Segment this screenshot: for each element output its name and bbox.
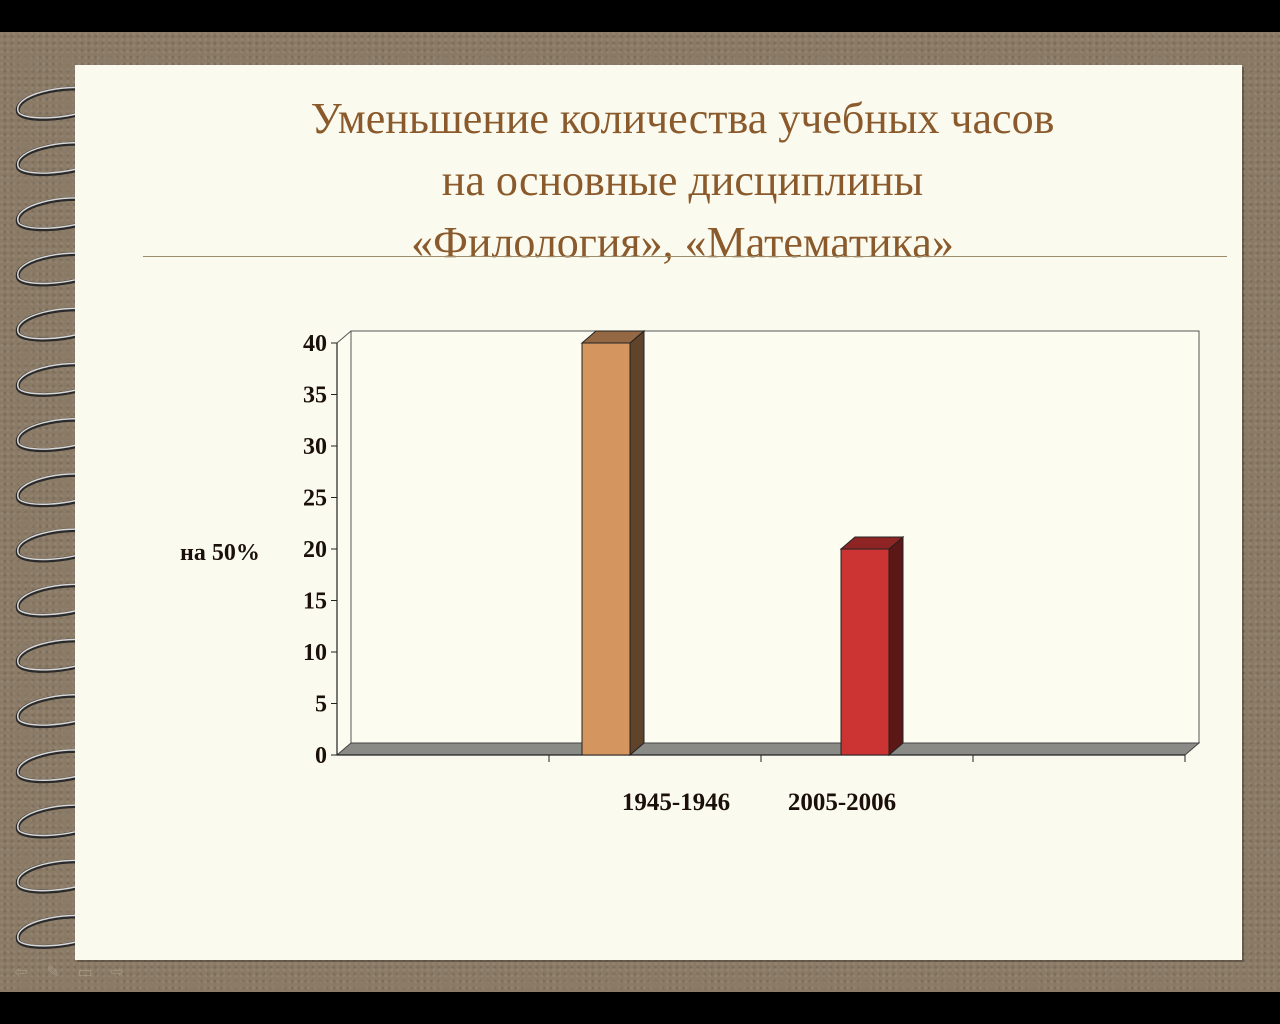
bar-2005-2006 xyxy=(839,535,905,757)
plot-area xyxy=(336,330,1200,755)
chart-floor xyxy=(335,742,1201,756)
bar-1945-1946 xyxy=(580,329,646,757)
y-tick-label: 20 xyxy=(303,537,327,563)
y-tick-label: 10 xyxy=(303,640,327,666)
y-tick-label: 30 xyxy=(303,434,327,460)
category-label: 2005-2006 xyxy=(788,789,896,816)
category-label: 1945-1946 xyxy=(622,789,730,816)
category-labels: 1945-1946 2005-2006 xyxy=(622,789,896,816)
y-tick-label: 5 xyxy=(315,692,327,718)
title-divider xyxy=(143,256,1227,257)
y-tick-label: 40 xyxy=(303,331,327,357)
y-tick-label: 25 xyxy=(303,486,327,512)
slide-title: Уменьшение количества учебных часов на о… xyxy=(140,88,1225,274)
title-line-1: Уменьшение количества учебных часов xyxy=(310,94,1055,143)
bars xyxy=(580,329,905,757)
y-tick-label: 15 xyxy=(303,589,327,615)
x-axis xyxy=(337,754,1186,762)
prev-arrow-icon[interactable]: ⇦ xyxy=(14,961,28,981)
slide-nav: ⇦ ✎ ▭ ⇨ xyxy=(10,961,128,981)
y-tick-label: 35 xyxy=(303,383,327,409)
floor-plane xyxy=(335,742,1201,756)
title-line-3: «Филология», «Математика» xyxy=(411,218,954,267)
next-arrow-icon[interactable]: ⇨ xyxy=(110,961,124,981)
y-axis: 0 5 10 15 20 25 30 35 40 xyxy=(303,331,338,769)
title-line-2: на основные дисциплины xyxy=(441,156,924,205)
pen-icon[interactable]: ✎ xyxy=(46,961,60,981)
annotation-label: на 50% xyxy=(180,540,260,566)
y-tick-label: 0 xyxy=(315,743,327,769)
menu-icon[interactable]: ▭ xyxy=(77,961,93,981)
